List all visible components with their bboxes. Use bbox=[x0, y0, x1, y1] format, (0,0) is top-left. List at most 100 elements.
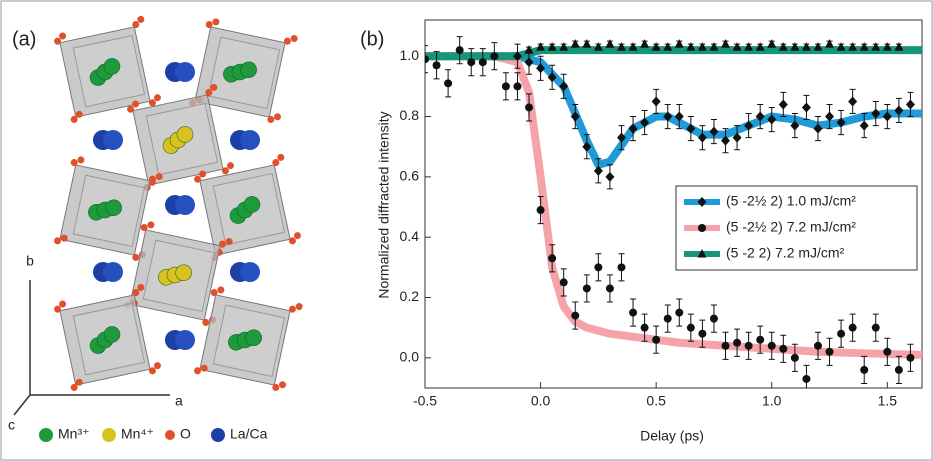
marker bbox=[467, 58, 476, 67]
oxygen bbox=[70, 115, 78, 123]
oxygen bbox=[147, 221, 155, 229]
legend-label: Mn³⁺ bbox=[58, 426, 90, 442]
marker bbox=[837, 329, 846, 338]
mn-ion bbox=[243, 196, 261, 213]
marker bbox=[871, 108, 881, 119]
marker bbox=[882, 111, 892, 122]
plot-frame bbox=[424, 19, 923, 389]
fit-curve bbox=[425, 52, 922, 169]
mn-ion bbox=[175, 264, 192, 282]
oxygen bbox=[194, 367, 202, 375]
legend-label: (5 -2½ 2) 1.0 mJ/cm² bbox=[726, 193, 856, 209]
marker bbox=[686, 42, 696, 51]
legend-marker bbox=[698, 224, 706, 232]
marker bbox=[501, 82, 510, 91]
marker bbox=[802, 374, 811, 383]
chart-panel: (b) Delay (ps) Normalized diffracted int… bbox=[360, 19, 923, 444]
marker bbox=[547, 42, 557, 51]
marker bbox=[432, 61, 441, 70]
y-tick-label: 0.4 bbox=[400, 228, 420, 244]
marker bbox=[616, 42, 626, 51]
marker bbox=[628, 42, 638, 51]
oxygen bbox=[293, 232, 301, 240]
marker bbox=[674, 111, 684, 122]
marker bbox=[524, 45, 534, 54]
marker bbox=[617, 263, 626, 272]
oxygen bbox=[290, 35, 298, 43]
structure-panel: (a) a b c Mn³⁺ Mn⁴⁺ O La/Ca bbox=[8, 15, 303, 442]
oxygen bbox=[272, 159, 280, 167]
oxygen bbox=[221, 167, 229, 175]
mn-ion bbox=[176, 126, 194, 143]
x-tick-label: 0.0 bbox=[531, 393, 551, 409]
marker bbox=[651, 96, 661, 107]
marker bbox=[559, 81, 569, 92]
oxygen bbox=[54, 237, 62, 245]
marker bbox=[559, 278, 568, 287]
legend-label: O bbox=[180, 426, 191, 442]
legend-swatch bbox=[39, 428, 53, 442]
y-tick-label: 0.2 bbox=[400, 288, 420, 304]
oxygen bbox=[279, 381, 287, 389]
oxygen bbox=[140, 224, 148, 232]
marker bbox=[663, 42, 673, 51]
oxygen bbox=[218, 240, 226, 248]
marker bbox=[813, 123, 823, 134]
marker bbox=[755, 42, 765, 51]
marker bbox=[778, 42, 788, 51]
marker bbox=[744, 341, 753, 350]
marker bbox=[571, 311, 580, 320]
mn-ion bbox=[103, 58, 121, 75]
oxygen bbox=[295, 303, 303, 311]
oxygen bbox=[70, 383, 78, 391]
marker bbox=[570, 111, 580, 122]
oxygen bbox=[272, 383, 280, 391]
legend-label: (5 -2½ 2) 7.2 mJ/cm² bbox=[726, 219, 856, 235]
marker bbox=[733, 338, 742, 347]
oxygen bbox=[59, 300, 67, 308]
marker bbox=[548, 254, 557, 263]
marker bbox=[478, 58, 487, 67]
marker bbox=[744, 120, 754, 131]
marker bbox=[882, 42, 892, 51]
marker bbox=[686, 323, 695, 332]
marker bbox=[801, 42, 811, 51]
oxygen bbox=[132, 21, 140, 29]
y-tick-label: 0.8 bbox=[400, 107, 420, 123]
oxygen bbox=[132, 253, 140, 261]
marker bbox=[906, 353, 915, 362]
oxygen bbox=[200, 364, 208, 372]
marker bbox=[697, 132, 707, 143]
marker bbox=[859, 120, 869, 131]
oxygen bbox=[153, 94, 161, 102]
legend-marker bbox=[697, 249, 707, 258]
marker bbox=[605, 39, 615, 48]
marker bbox=[490, 52, 499, 61]
marker bbox=[825, 39, 835, 48]
marker bbox=[790, 42, 800, 51]
marker bbox=[732, 132, 742, 143]
marker bbox=[721, 341, 730, 350]
la-ca-ion bbox=[175, 62, 195, 82]
marker bbox=[525, 103, 534, 112]
oxygen bbox=[210, 83, 218, 91]
marker bbox=[675, 308, 684, 317]
marker bbox=[640, 39, 650, 48]
axis-name: a bbox=[175, 393, 183, 409]
marker bbox=[905, 99, 915, 110]
oxygen bbox=[283, 37, 291, 45]
marker bbox=[778, 99, 788, 110]
marker bbox=[444, 79, 453, 88]
marker bbox=[894, 42, 904, 51]
marker bbox=[871, 42, 881, 51]
marker bbox=[513, 82, 522, 91]
marker bbox=[536, 42, 546, 51]
oxygen bbox=[153, 362, 161, 370]
marker bbox=[698, 329, 707, 338]
oxygen bbox=[274, 113, 282, 121]
marker bbox=[593, 165, 603, 176]
oxygen bbox=[137, 15, 145, 23]
marker bbox=[640, 323, 649, 332]
marker bbox=[836, 42, 846, 51]
